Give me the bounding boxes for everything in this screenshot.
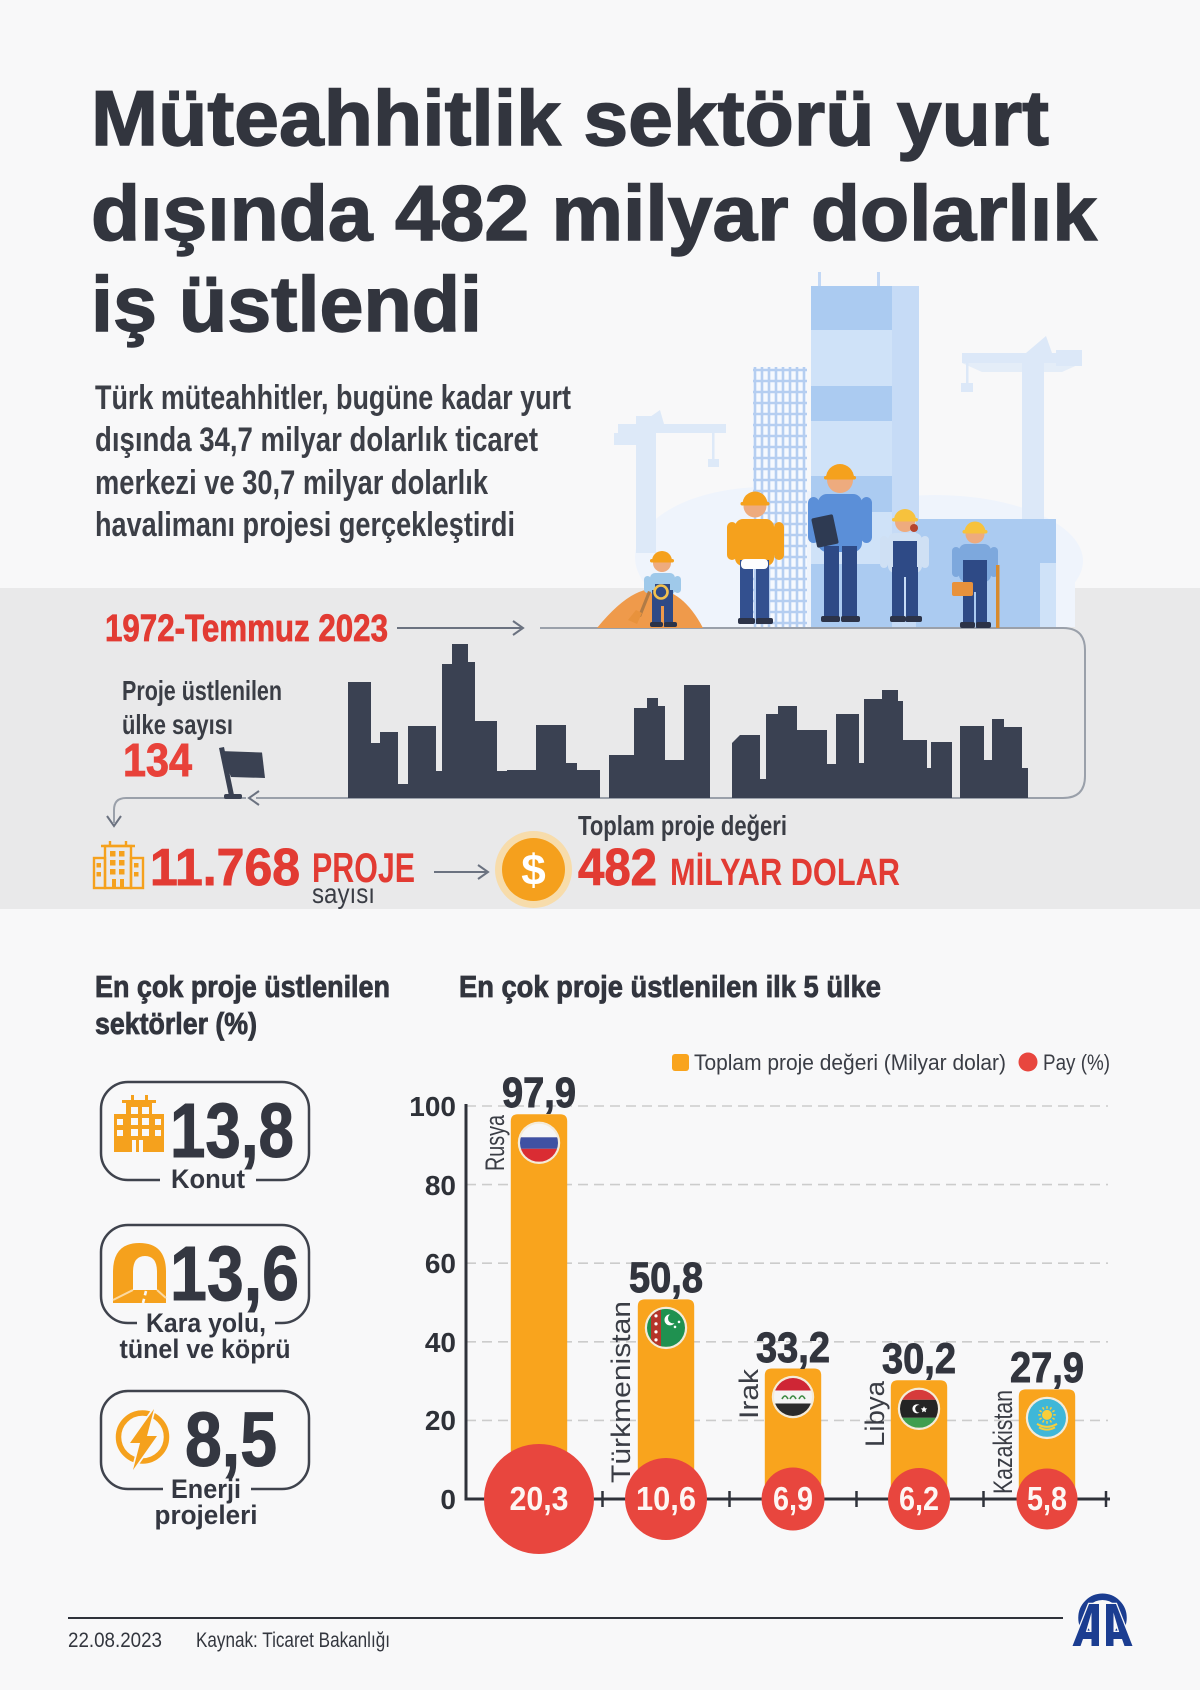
svg-text:50,8: 50,8 xyxy=(629,1254,703,1302)
svg-text:6,2: 6,2 xyxy=(899,1480,939,1517)
svg-text:Enerji: Enerji xyxy=(171,1474,241,1504)
svg-text:sayısı: sayısı xyxy=(312,878,375,909)
svg-text:33,2: 33,2 xyxy=(756,1324,830,1372)
svg-text:En çok proje üstlenilen: En çok proje üstlenilen xyxy=(95,969,390,1004)
svg-text:Irak: Irak xyxy=(734,1368,764,1419)
svg-text:5,8: 5,8 xyxy=(1027,1480,1067,1517)
svg-text:30,2: 30,2 xyxy=(882,1335,956,1383)
svg-text:Proje üstlenilen: Proje üstlenilen xyxy=(122,675,282,706)
svg-text:tünel ve köprü: tünel ve köprü xyxy=(120,1334,291,1364)
svg-text:PROJE: PROJE xyxy=(312,844,415,891)
svg-text:$: $ xyxy=(521,846,545,895)
svg-text:merkezi ve 30,7 milyar dolarlı: merkezi ve 30,7 milyar dolarlık xyxy=(95,464,488,502)
svg-text:dışında 482 milyar dolarlık: dışında 482 milyar dolarlık xyxy=(91,169,1098,257)
svg-text:6,9: 6,9 xyxy=(773,1480,813,1517)
svg-text:1972-Temmuz 2023: 1972-Temmuz 2023 xyxy=(105,608,388,650)
svg-text:20: 20 xyxy=(425,1405,456,1436)
svg-text:13,6: 13,6 xyxy=(170,1231,299,1317)
svg-text:En çok proje üstlenilen ilk 5: En çok proje üstlenilen ilk 5 ülke xyxy=(459,969,881,1004)
svg-text:Toplam proje değeri: Toplam proje değeri xyxy=(578,810,787,841)
svg-text:Rusya: Rusya xyxy=(480,1114,510,1171)
svg-text:10,6: 10,6 xyxy=(636,1480,696,1517)
svg-text:134: 134 xyxy=(123,734,192,786)
svg-text:8,5: 8,5 xyxy=(185,1397,277,1483)
svg-text:27,9: 27,9 xyxy=(1010,1344,1084,1392)
svg-text:100: 100 xyxy=(409,1091,456,1122)
svg-text:20,3: 20,3 xyxy=(510,1480,569,1517)
svg-text:Kara yolu,: Kara yolu, xyxy=(146,1308,266,1338)
svg-text:97,9: 97,9 xyxy=(502,1069,576,1117)
svg-text:MİLYAR DOLAR: MİLYAR DOLAR xyxy=(670,852,900,894)
svg-text:Kaynak: Ticaret Bakanlığı: Kaynak: Ticaret Bakanlığı xyxy=(196,1629,390,1652)
svg-text:Pay (%): Pay (%) xyxy=(1043,1050,1110,1075)
svg-text:22.08.2023: 22.08.2023 xyxy=(68,1629,162,1652)
svg-text:dışında 34,7 milyar dolarlık t: dışında 34,7 milyar dolarlık ticaret xyxy=(95,421,538,459)
svg-text:Libya: Libya xyxy=(860,1380,890,1447)
svg-text:Müteahhitlik sektörü yurt: Müteahhitlik sektörü yurt xyxy=(91,74,1049,162)
svg-text:11.768: 11.768 xyxy=(150,839,300,897)
svg-text:40: 40 xyxy=(425,1327,456,1358)
svg-text:0: 0 xyxy=(440,1484,456,1515)
svg-text:13,8: 13,8 xyxy=(170,1088,294,1174)
svg-text:60: 60 xyxy=(425,1248,456,1279)
svg-text:projeleri: projeleri xyxy=(155,1500,258,1530)
svg-text:iş üstlendi: iş üstlendi xyxy=(91,260,482,348)
svg-text:482: 482 xyxy=(578,839,657,897)
svg-text:havalimanı projesi gerçekleşti: havalimanı projesi gerçekleştirdi xyxy=(95,506,515,544)
svg-text:80: 80 xyxy=(425,1170,456,1201)
svg-text:Toplam proje değeri (Milyar do: Toplam proje değeri (Milyar dolar) xyxy=(694,1050,1006,1075)
svg-text:ülke sayısı: ülke sayısı xyxy=(122,709,233,740)
svg-text:Konut: Konut xyxy=(171,1164,245,1194)
svg-text:Türk müteahhitler, bugüne kada: Türk müteahhitler, bugüne kadar yurt xyxy=(95,379,571,417)
svg-text:sektörler (%): sektörler (%) xyxy=(95,1006,257,1041)
svg-text:Türkmenistan: Türkmenistan xyxy=(606,1301,636,1483)
svg-text:Kazakistan: Kazakistan xyxy=(988,1390,1018,1494)
